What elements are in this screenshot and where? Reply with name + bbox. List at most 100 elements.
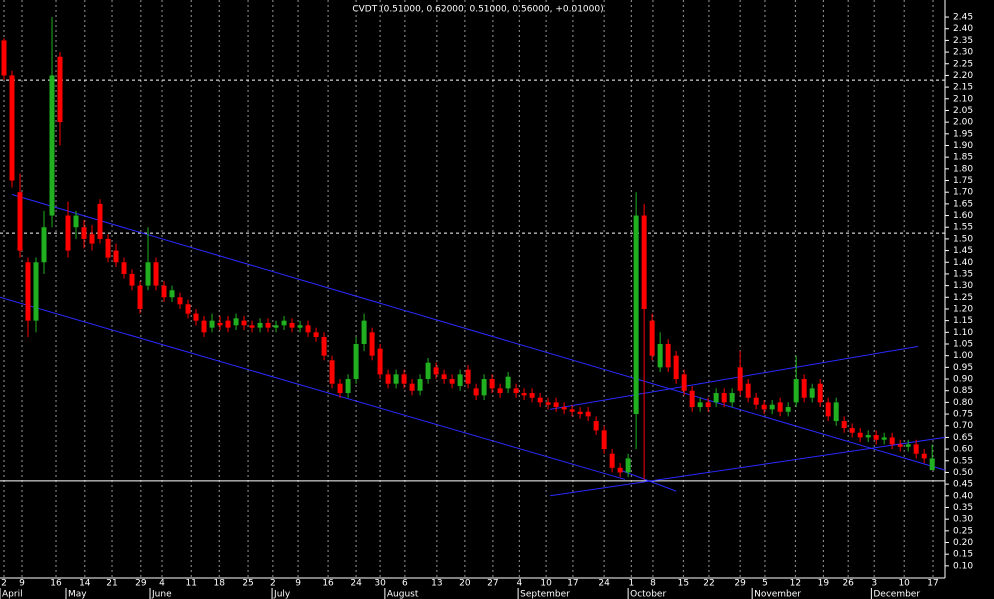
candle-body [777, 402, 783, 412]
x-tick-label: 19 [818, 579, 830, 589]
x-tick-label: 29 [734, 579, 746, 589]
candle-body [833, 402, 839, 422]
candle-body [177, 297, 183, 305]
candle-body [841, 421, 847, 429]
candle-body [65, 215, 71, 251]
candle-body [697, 402, 703, 408]
y-tick-label: 0.25 [953, 526, 973, 536]
y-tick-label: 1.55 [953, 223, 973, 233]
y-tick-label: 1.85 [953, 153, 973, 163]
candle-body [849, 428, 855, 433]
x-tick-label: 27 [487, 579, 498, 589]
candle-body [673, 355, 679, 380]
candle-body [393, 374, 399, 384]
y-tick-label: 1.25 [953, 293, 973, 303]
candle-body [369, 332, 375, 356]
x-tick-label: 24 [350, 579, 362, 589]
y-tick-label: 0.75 [953, 410, 973, 420]
x-tick-label: 11 [186, 579, 197, 589]
candle-body [281, 320, 287, 326]
candle-body [793, 379, 799, 403]
candle-body [681, 374, 687, 391]
y-tick-label: 0.80 [953, 398, 973, 408]
candle-body [817, 383, 823, 403]
x-tick-label: 9 [19, 579, 25, 589]
y-tick-label: 1.00 [953, 351, 973, 361]
x-tick-label: 2 [1, 579, 7, 589]
candle-body [913, 444, 919, 454]
candle-body [497, 388, 503, 394]
x-tick-label: 5 [762, 579, 768, 589]
candle-body [689, 390, 695, 408]
candle-body [33, 262, 39, 321]
candle-body [873, 435, 879, 440]
y-tick-label: 1.35 [953, 269, 973, 279]
candle-body [633, 215, 639, 415]
candle-body [593, 421, 599, 431]
candle-body [481, 379, 487, 396]
candle-body [89, 234, 95, 244]
candle-body [665, 343, 671, 368]
y-tick-label: 1.95 [953, 129, 973, 139]
y-tick-label: 1.05 [953, 339, 973, 349]
x-tick-label: 25 [242, 579, 253, 589]
candle-body [249, 325, 255, 328]
y-tick-label: 0.30 [953, 515, 973, 525]
month-label: October [630, 590, 666, 599]
candle-body [489, 379, 495, 389]
candle-body [809, 388, 815, 398]
candle-body [657, 343, 663, 368]
candle-body [409, 383, 415, 391]
x-tick-label: 9 [295, 579, 301, 589]
candle-body [577, 411, 583, 415]
x-tick-label: 3 [871, 579, 877, 589]
candle-body [225, 320, 231, 328]
candle-body [889, 437, 895, 445]
y-tick-label: 2.20 [953, 71, 973, 81]
candle-body [737, 367, 743, 391]
y-tick-label: 2.25 [953, 59, 973, 69]
candle-body [57, 56, 63, 123]
y-tick-label: 1.90 [953, 141, 973, 151]
x-tick-label: 10 [540, 579, 552, 589]
candle-body [305, 325, 311, 333]
candle-body [425, 362, 431, 380]
candle-body [513, 388, 519, 394]
y-tick-label: 0.35 [953, 503, 973, 513]
candle-body [433, 367, 439, 375]
x-tick-label: 17 [927, 579, 938, 589]
x-tick-label: 1 [628, 579, 634, 589]
candle-body [49, 75, 55, 216]
candle-body [9, 75, 15, 181]
candle-body [529, 393, 535, 398]
candle-body [113, 250, 119, 263]
y-tick-label: 0.85 [953, 386, 973, 396]
x-tick-label: 24 [598, 579, 610, 589]
x-tick-label: 6 [402, 579, 408, 589]
candle-body [41, 227, 47, 263]
candle-body [297, 325, 303, 328]
candle-body [25, 262, 31, 321]
trend-line [11, 194, 946, 471]
candle-body [705, 402, 711, 408]
chart-title: CVDT (0.51000, 0.62000, 0.51000, 0.56000… [352, 5, 603, 15]
candle-body [753, 397, 759, 405]
candle-body [617, 467, 623, 473]
candle-body [137, 285, 143, 309]
trend-line [550, 345, 919, 410]
candle-body [201, 320, 207, 333]
month-label: November [754, 590, 801, 599]
candle-body [193, 313, 199, 321]
candle-body [545, 402, 551, 405]
y-tick-label: 1.30 [953, 281, 973, 291]
x-tick-label: 8 [650, 579, 656, 589]
month-label: September [520, 590, 570, 599]
y-tick-label: 0.45 [953, 480, 973, 490]
x-tick-label: 30 [374, 579, 386, 589]
y-tick-label: 2.00 [953, 118, 973, 128]
candle-body [457, 374, 463, 387]
y-tick-label: 1.10 [953, 328, 973, 338]
month-label: May [68, 590, 87, 599]
x-tick-label: 14 [79, 579, 91, 589]
